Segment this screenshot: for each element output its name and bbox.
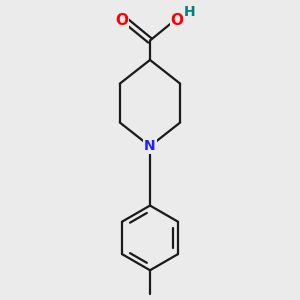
Text: N: N [144, 139, 156, 153]
Text: O: O [170, 13, 184, 28]
Text: H: H [184, 5, 196, 20]
Text: O: O [116, 13, 128, 28]
